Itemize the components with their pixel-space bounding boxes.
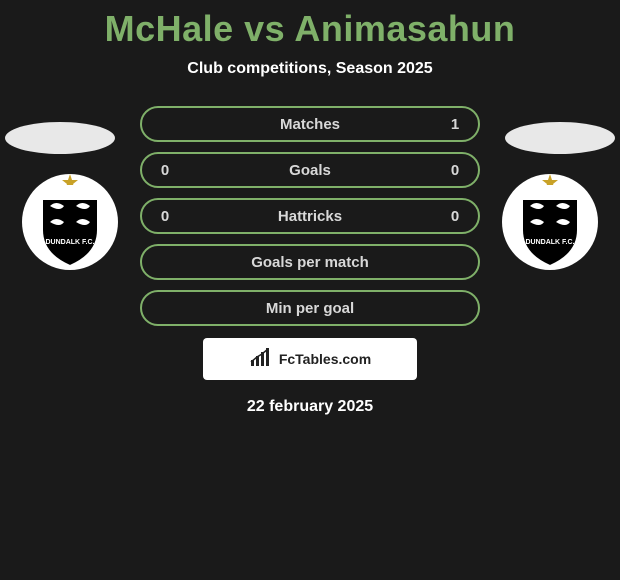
- stat-label: Goals: [174, 162, 446, 179]
- stat-label: Min per goal: [174, 300, 446, 317]
- stat-row: 0 Hattricks 0: [140, 198, 480, 234]
- fctables-badge: FcTables.com: [203, 338, 417, 380]
- bar-chart-icon: [249, 348, 275, 371]
- svg-text:DUNDALK F.C.: DUNDALK F.C.: [526, 239, 575, 246]
- page-title: McHale vs Animasahun: [0, 0, 620, 50]
- stat-row: Goals per match: [140, 244, 480, 280]
- stat-label: Hattricks: [174, 208, 446, 225]
- stat-label: Goals per match: [174, 254, 446, 271]
- stat-left-value: 0: [156, 162, 174, 179]
- fctables-label: FcTables.com: [279, 351, 371, 367]
- stats-container: Matches 1 0 Goals 0 0 Hattricks 0 Goals …: [140, 106, 480, 326]
- stat-left-value: 0: [156, 208, 174, 225]
- stat-right-value: 0: [446, 208, 464, 225]
- stat-label: Matches: [174, 116, 446, 133]
- right-club-logo: DUNDALK F.C.: [500, 172, 600, 272]
- svg-text:DUNDALK F.C.: DUNDALK F.C.: [46, 239, 95, 246]
- right-player-oval: [505, 122, 615, 154]
- date-label: 22 february 2025: [0, 398, 620, 416]
- left-club-logo: DUNDALK F.C.: [20, 172, 120, 272]
- stat-right-value: 0: [446, 162, 464, 179]
- subtitle: Club competitions, Season 2025: [0, 60, 620, 78]
- stat-row: Min per goal: [140, 290, 480, 326]
- left-player-oval: [5, 122, 115, 154]
- stat-right-value: 1: [446, 116, 464, 133]
- stat-row: 0 Goals 0: [140, 152, 480, 188]
- stat-row: Matches 1: [140, 106, 480, 142]
